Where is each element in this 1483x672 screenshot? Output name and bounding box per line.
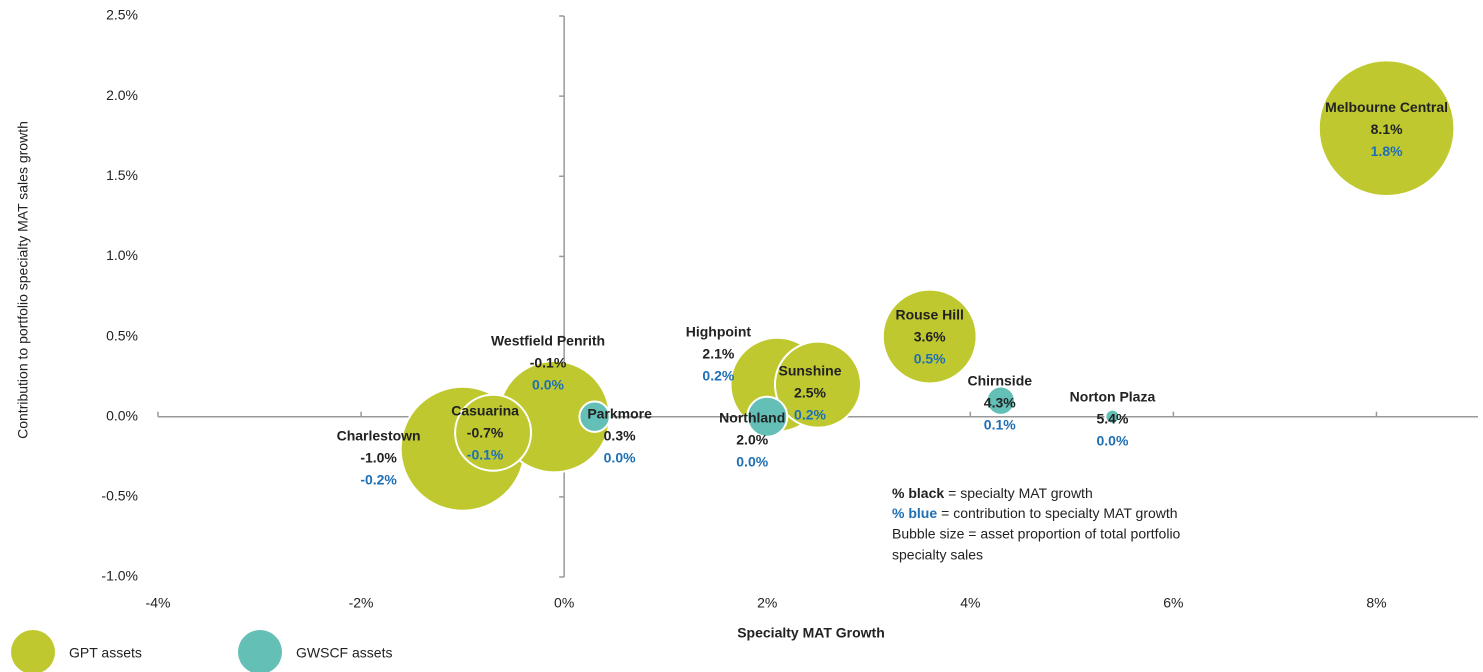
y-value-label: 0.0% [532, 376, 564, 392]
y-tick-label: 0.5% [106, 327, 138, 343]
bubble [578, 400, 611, 433]
annotation-text: = specialty MAT growth [948, 485, 1093, 501]
x-tick-label: 8% [1366, 595, 1386, 611]
annotation: Bubble size = asset proportion of total … [892, 526, 1181, 542]
bubble-name: Parkmore [587, 405, 652, 421]
y-value-label: 1.8% [1371, 143, 1403, 159]
y-tick-label: 2.5% [106, 7, 138, 23]
x-value-label: 0.3% [604, 427, 636, 443]
y-value-label: 0.0% [604, 449, 636, 465]
x-value-label: 2.5% [794, 384, 826, 400]
annotation-key: % black [892, 485, 944, 501]
bubble-name: Northland [719, 409, 785, 425]
legend-label: GWSCF assets [296, 645, 392, 661]
legend-swatch [11, 630, 55, 672]
bubble [1104, 408, 1121, 425]
bubble-name: Westfield Penrith [491, 332, 605, 348]
bubble-name: Norton Plaza [1070, 388, 1156, 404]
x-value-label: 2.0% [736, 431, 768, 447]
x-axis-title: Specialty MAT Growth [737, 625, 885, 641]
x-tick-label: 6% [1163, 595, 1183, 611]
annotation-key: % blue [892, 505, 937, 521]
bubble-name: Melbourne Central [1325, 99, 1448, 115]
bubble [1317, 59, 1456, 198]
x-value-label: 5.4% [1097, 410, 1129, 426]
x-value-label: 8.1% [1371, 121, 1403, 137]
y-value-label: 0.2% [794, 406, 826, 422]
bubble-name: Charlestown [337, 427, 421, 443]
x-value-label: -0.1% [530, 354, 567, 370]
annotation: % blue = contribution to specialty MAT gr… [892, 505, 1178, 521]
y-value-label: 0.0% [736, 453, 768, 469]
y-tick-label: 2.0% [106, 87, 138, 103]
y-value-label: -0.2% [360, 471, 397, 487]
y-value-label: 0.0% [1097, 432, 1129, 448]
y-tick-label: 1.0% [106, 247, 138, 263]
y-value-label: 0.1% [984, 416, 1016, 432]
x-tick-label: 4% [960, 595, 980, 611]
bubble [746, 395, 789, 438]
bubble-name: Sunshine [778, 362, 841, 378]
x-value-label: -1.0% [360, 449, 397, 465]
y-tick-label: 1.5% [106, 167, 138, 183]
legend-label: GPT assets [69, 645, 142, 661]
bubble [454, 393, 533, 472]
bubble-name: Rouse Hill [895, 306, 963, 322]
y-value-label: -0.1% [467, 446, 504, 462]
x-tick-label: 2% [757, 595, 777, 611]
annotation: % black = specialty MAT growth [892, 485, 1093, 501]
bubble [985, 385, 1016, 416]
x-tick-label: -4% [146, 595, 171, 611]
x-value-label: 4.3% [984, 394, 1016, 410]
y-value-label: 0.2% [702, 367, 734, 383]
y-tick-label: 0.0% [106, 407, 138, 423]
x-tick-label: 0% [554, 595, 574, 611]
y-tick-label: -0.5% [101, 488, 138, 504]
annotation-text: = contribution to specialty MAT growth [941, 505, 1177, 521]
x-value-label: 2.1% [702, 345, 734, 361]
bubble-name: Chirnside [967, 372, 1032, 388]
bubble-name: Casuarina [451, 402, 519, 418]
bubble [881, 288, 978, 385]
x-tick-label: -2% [349, 595, 374, 611]
y-axis-title: Contribution to portfolio specialty MAT … [15, 121, 31, 439]
y-value-label: 0.5% [914, 350, 946, 366]
legend-swatch [238, 630, 282, 672]
y-tick-label: -1.0% [101, 568, 138, 584]
bubble [773, 340, 863, 429]
bubble-name: Highpoint [686, 323, 752, 339]
x-value-label: 3.6% [914, 328, 946, 344]
x-value-label: -0.7% [467, 424, 504, 440]
annotation: specialty sales [892, 547, 983, 563]
